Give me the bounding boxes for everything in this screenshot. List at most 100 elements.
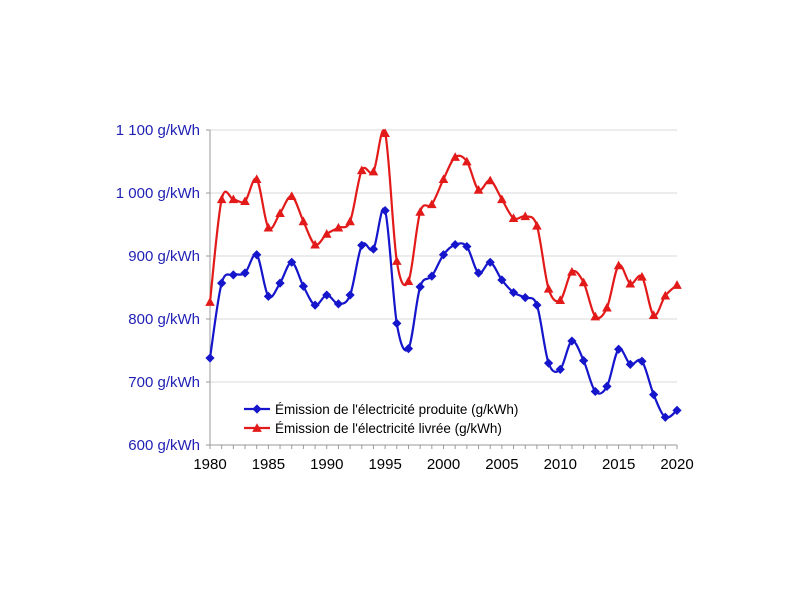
data-point	[438, 250, 449, 260]
x-tick-label: 1980	[193, 456, 226, 473]
data-point	[450, 240, 460, 250]
data-point	[625, 278, 636, 288]
y-tick-label: 600 g/kWh	[128, 437, 200, 454]
data-point	[532, 220, 542, 230]
data-point	[415, 282, 425, 292]
data-point	[637, 271, 647, 281]
data-point	[403, 344, 414, 354]
axes: 600 g/kWh 700 g/kWh 800 g/kWh 900 g/kWh 1 00…	[116, 122, 694, 473]
x-tick-label: 2000	[427, 456, 460, 473]
y-tick-label: 1 100 g/kWh	[116, 122, 200, 139]
series-produite	[205, 206, 682, 422]
data-point	[555, 364, 565, 374]
data-point	[543, 358, 554, 368]
data-point	[287, 257, 297, 267]
data-point	[228, 270, 238, 280]
data-point	[567, 266, 577, 276]
data-point	[380, 128, 390, 137]
data-point	[275, 278, 285, 288]
data-point	[333, 299, 344, 309]
x-tick-label: 2005	[485, 456, 518, 473]
data-point	[602, 302, 612, 312]
legend-item: Émission de l'électricité produite (g/kW…	[244, 402, 518, 417]
data-point	[614, 344, 624, 354]
data-point	[532, 300, 542, 310]
data-point	[450, 152, 460, 161]
data-point	[648, 310, 659, 320]
data-point	[508, 287, 519, 298]
data-point	[333, 222, 344, 232]
data-point	[228, 194, 239, 204]
data-point	[672, 405, 682, 415]
data-point	[403, 276, 414, 286]
series-livree	[205, 128, 682, 321]
data-point	[485, 257, 495, 267]
data-point	[427, 271, 437, 281]
data-point	[252, 250, 262, 260]
data-point	[240, 268, 250, 278]
y-tick-label: 700 g/kWh	[128, 374, 200, 391]
data-point	[567, 336, 577, 346]
legend-marker	[252, 404, 262, 414]
data-point	[392, 318, 402, 329]
data-point	[205, 297, 215, 306]
data-point	[613, 260, 624, 270]
data-point	[497, 194, 507, 204]
data-point	[357, 240, 367, 250]
data-point	[485, 175, 495, 185]
data-point	[216, 194, 227, 204]
data-point	[590, 311, 601, 321]
data-point	[310, 239, 320, 249]
data-point	[438, 174, 449, 183]
data-point	[543, 283, 554, 293]
data-point	[310, 300, 320, 310]
data-point	[263, 222, 274, 232]
y-tick-label: 900 g/kWh	[128, 248, 200, 265]
data-point	[625, 359, 635, 369]
legend-label: Émission de l'électricité livrée (g/kWh)	[275, 421, 502, 436]
x-tick-label: 2015	[602, 456, 635, 473]
x-tick-label: 1995	[368, 456, 401, 473]
data-point	[286, 191, 297, 200]
data-point	[298, 216, 309, 226]
data-point	[660, 412, 670, 422]
series-line	[208, 129, 678, 320]
series-group	[205, 128, 682, 422]
data-point	[462, 156, 472, 166]
data-point	[298, 281, 308, 291]
data-point	[590, 386, 600, 397]
data-point	[649, 390, 659, 400]
data-point	[263, 291, 273, 301]
data-point	[473, 268, 484, 278]
data-point	[672, 280, 682, 289]
x-tick-label: 2020	[660, 456, 693, 473]
data-point	[462, 241, 472, 252]
data-point	[579, 355, 589, 366]
data-point	[637, 356, 647, 366]
y-tick-label: 1 000 g/kWh	[116, 185, 200, 202]
x-tick-label: 2010	[544, 456, 577, 473]
legend-marker	[252, 423, 262, 432]
data-point	[427, 199, 437, 209]
data-point	[356, 165, 367, 175]
data-point	[321, 229, 332, 238]
data-point	[275, 208, 285, 217]
data-point	[392, 256, 402, 265]
data-point	[508, 213, 519, 223]
data-point	[555, 295, 566, 304]
data-point	[322, 290, 332, 300]
legend: Émission de l'électricité produite (g/kW…	[244, 402, 518, 436]
data-point	[520, 211, 531, 221]
x-tick-label: 1990	[310, 456, 343, 473]
data-point	[660, 290, 671, 300]
data-point	[368, 166, 379, 176]
data-point	[217, 278, 227, 288]
data-point	[345, 216, 355, 226]
data-point	[497, 275, 507, 285]
data-point	[578, 277, 589, 287]
legend-item: Émission de l'électricité livrée (g/kWh)	[244, 421, 502, 436]
data-point	[520, 292, 530, 303]
x-tick-label: 1985	[252, 456, 285, 473]
